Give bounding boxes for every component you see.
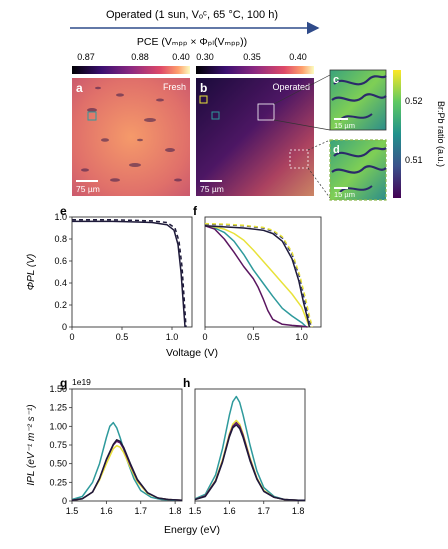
brpb-tick-2: 0.51 [405, 155, 423, 165]
exponent-label-g: 1e19 [72, 377, 91, 387]
map-c-letter: c [333, 74, 339, 86]
ylabel-g: IPL (eV⁻¹ m⁻² s⁻¹) [26, 404, 37, 485]
ytick-label-e-3: 0.6 [54, 256, 67, 266]
fresh-tick-1: 0.87 [77, 52, 95, 62]
xtick-label-e-0: 0 [69, 332, 74, 342]
map-a [72, 78, 190, 196]
xtick-label-e-1: 0.5 [116, 332, 129, 342]
operated-tick-2: 0.35 [243, 52, 261, 62]
ytick-label-g-1: 0.25 [49, 477, 67, 487]
operated-tick-1: 0.30 [196, 52, 214, 62]
map-b-zoom-box-c [257, 103, 275, 121]
ytick-label-g-0: 0 [62, 496, 67, 506]
xtick-label-f-0: 0 [202, 332, 207, 342]
ylabel-e: ΦPL (V) [26, 254, 37, 291]
map-a-scale-label: 75 µm [76, 184, 100, 194]
ytick-label-g-4: 1.00 [49, 421, 67, 431]
series-line-f-0 [204, 225, 308, 328]
map-b-region-box-yellow [199, 95, 208, 104]
map-a-letter: a [76, 81, 83, 95]
panel-letter-e: e [60, 204, 67, 218]
map-b-letter: b [200, 81, 207, 95]
series-line-f-3 [204, 225, 311, 328]
operated-title: Operated (1 sun, Vₒᶜ, 65 °C, 100 h) [106, 9, 278, 21]
map-d-scale-label: 15 µm [334, 190, 355, 199]
plot-frame-e [71, 216, 193, 328]
map-b [196, 78, 314, 196]
xtick-label-g-0: 1.5 [66, 506, 79, 516]
map-b-scale-label: 75 µm [200, 184, 224, 194]
chart-f: f 0 0.5 1.0 [193, 204, 322, 342]
map-a-region-box [87, 111, 97, 121]
voltage-axis-label: Voltage (V) [166, 347, 218, 359]
fresh-colorbar [72, 66, 190, 74]
ytick-label-g-2: 0.50 [49, 459, 67, 469]
brpb-tick-1: 0.52 [405, 96, 423, 106]
xtick-label-g-1: 1.6 [100, 506, 113, 516]
brpb-colorbar [393, 70, 401, 198]
plot-frame-h [194, 388, 306, 502]
map-b-tag: Operated [272, 82, 310, 92]
series-line-f-2 [204, 225, 308, 328]
ytick-label-e-1: 0.2 [54, 300, 67, 310]
series-line-g-3 [71, 439, 183, 502]
ytick-label-e-4: 0.8 [54, 234, 67, 244]
operated-colorbar [196, 66, 314, 74]
ytick-label-g-3: 0.75 [49, 440, 67, 450]
series-line-g-2 [71, 440, 183, 502]
series-line-f-5 [204, 222, 314, 328]
xtick-label-g-2: 1.7 [134, 506, 147, 516]
xtick-label-f-2: 1.0 [295, 332, 308, 342]
map-c-scale-label: 15 µm [334, 121, 355, 130]
map-b-zoom-box-d [289, 149, 309, 169]
chart-g: g 1.5 1.6 1.7 1.8 0 0.25 0.50 0.75 1.00 1.25 1.50 IP… [26, 376, 183, 516]
series-line-e-1 [72, 219, 187, 328]
zoom-connector-d-1 [307, 139, 331, 151]
panel-letter-f: f [193, 204, 198, 218]
fresh-tick-2: 0.88 [131, 52, 149, 62]
ytick-label-e-2: 0.4 [54, 278, 67, 288]
fresh-tick-3: 0.40 [172, 52, 190, 62]
ytick-label-e-5: 1.0 [54, 212, 67, 222]
series-line-h-3 [194, 424, 305, 502]
energy-axis-label: Energy (eV) [164, 524, 220, 536]
panel-letter-h: h [183, 376, 190, 390]
ytick-label-g-6: 1.50 [49, 384, 67, 394]
xtick-label-h-1: 1.6 [223, 506, 236, 516]
zoom-connector-c-2 [273, 119, 331, 131]
series-line-g-0 [71, 421, 182, 502]
xtick-label-h-2: 1.7 [257, 506, 270, 516]
pce-label: PCE (Vₘₚₚ × Φₚₗ(Vₘₚₚ)) [137, 36, 247, 48]
xtick-label-e-2: 1.0 [166, 332, 179, 342]
ytick-label-g-5: 1.25 [49, 403, 67, 413]
map-b-region-box-teal [211, 111, 220, 120]
brpb-label: Br:Pb ratio (a.u.) [436, 101, 446, 167]
zoom-connector-c-1 [273, 74, 331, 105]
xtick-label-h-0: 1.5 [189, 506, 202, 516]
operated-tick-3: 0.40 [289, 52, 307, 62]
map-d [329, 139, 387, 201]
panel-letter-g: g [60, 376, 67, 390]
plot-frame-g [71, 388, 183, 502]
xtick-label-h-3: 1.8 [292, 506, 305, 516]
map-a-tag: Fresh [163, 82, 186, 92]
xtick-label-g-3: 1.8 [169, 506, 182, 516]
series-line-h-0 [194, 395, 305, 502]
series-line-f-1 [204, 225, 311, 328]
plot-frame-f [204, 216, 322, 328]
chart-e: e 0 0.5 1.0 0 0.2 0.4 0.6 0.8 1.0 ΦPL (V) [26, 204, 193, 342]
chart-h: h 1.5 1.6 1.7 1.8 [183, 376, 306, 516]
xtick-label-f-1: 0.5 [247, 332, 260, 342]
map-d-letter: d [333, 144, 340, 156]
ytick-label-e-0: 0 [62, 322, 67, 332]
series-line-e-0 [72, 220, 186, 328]
